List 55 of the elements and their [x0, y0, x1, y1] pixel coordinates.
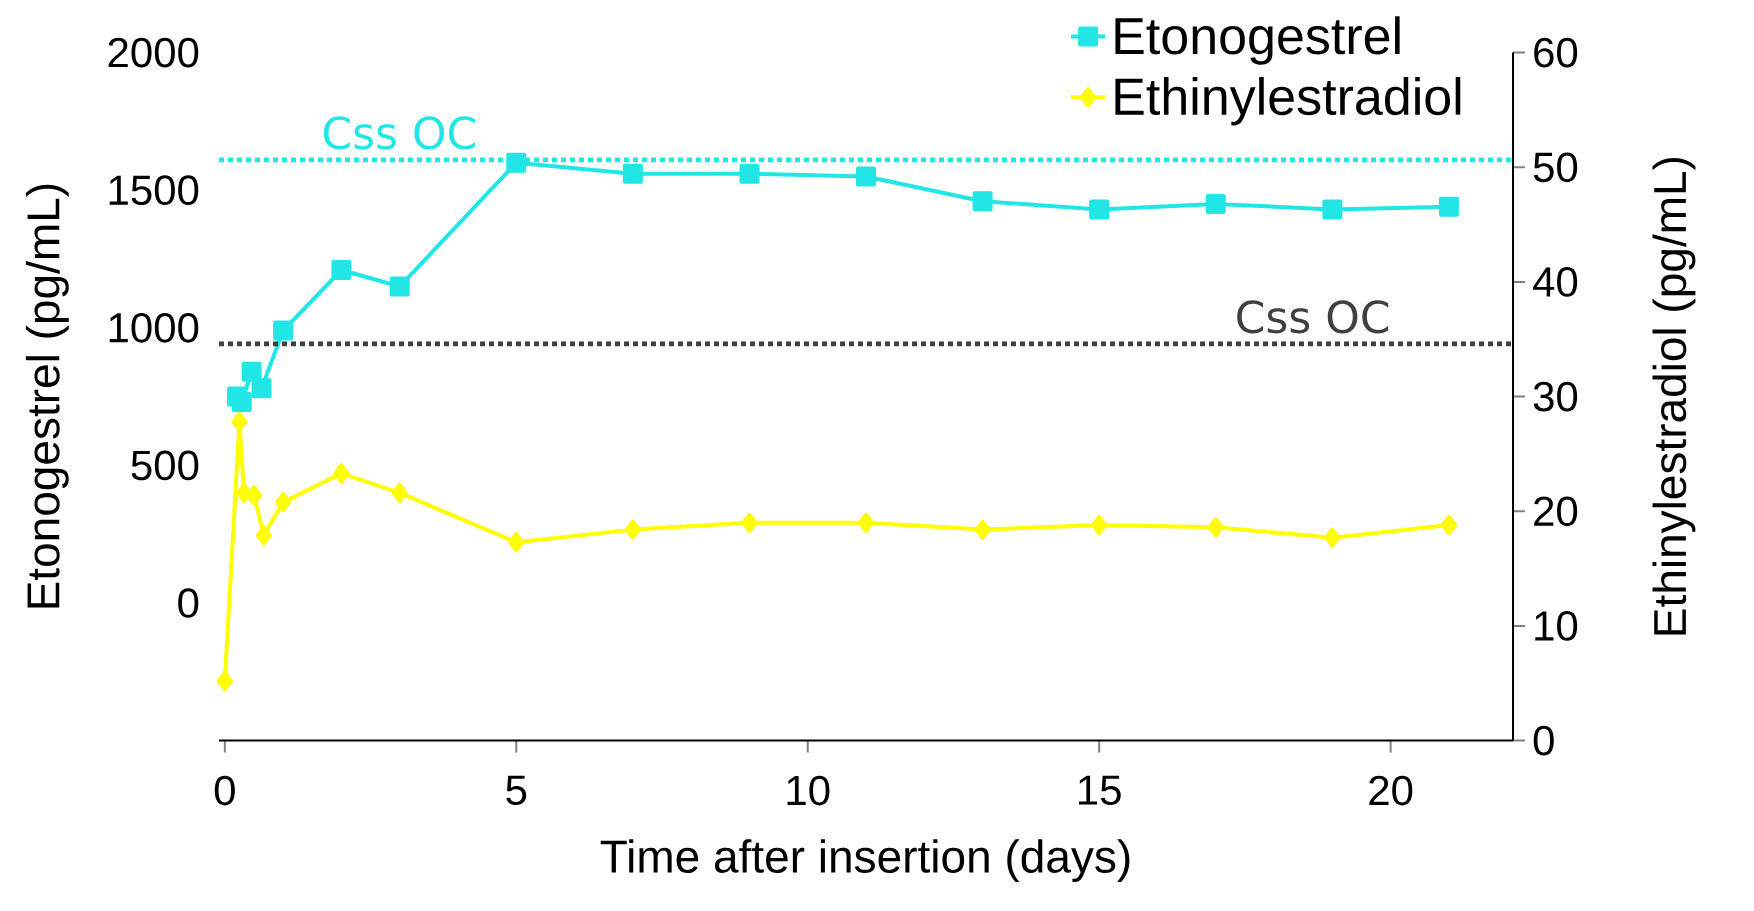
- y-tick-label: 500: [131, 450, 199, 481]
- y-tick-label: 2000: [108, 37, 199, 68]
- y-tick-label: 0: [178, 588, 199, 618]
- y2-tick-label: 40: [1533, 267, 1578, 297]
- point: [974, 519, 991, 540]
- point: [231, 392, 252, 413]
- point: [391, 482, 408, 503]
- point: [275, 492, 292, 513]
- point: [1089, 199, 1110, 220]
- x-tick-label: 15: [1079, 775, 1121, 805]
- point: [856, 166, 877, 187]
- y-tick-label: 1500: [109, 175, 199, 206]
- y2-tick-label: 0: [1533, 725, 1554, 756]
- ref-line-label: Css OC: [323, 116, 475, 150]
- y2-tick-label: 30: [1533, 381, 1578, 412]
- y2-tick-label: 60: [1534, 37, 1578, 68]
- point: [1438, 196, 1459, 217]
- legend-label: Etonogestrel: [1115, 16, 1400, 65]
- y2-axis-title: Ethinylestradiol (pg/mL): [1652, 157, 1696, 635]
- point: [741, 512, 758, 533]
- y-axis-title: Etonogestrel (pg/mL): [25, 184, 69, 608]
- point: [255, 525, 272, 546]
- point: [1440, 515, 1457, 536]
- point: [251, 378, 272, 399]
- point: [389, 276, 410, 297]
- point: [241, 361, 262, 382]
- point: [245, 485, 262, 506]
- point: [1324, 527, 1341, 548]
- x-tick-label: 0: [214, 775, 235, 806]
- point: [1091, 515, 1108, 536]
- point: [506, 152, 527, 173]
- point: [231, 411, 248, 432]
- point: [216, 670, 233, 691]
- x-axis-title: Time after insertion (days): [600, 839, 1130, 883]
- legend-label: Ethinylestradiol: [1115, 76, 1461, 126]
- ref-line-label: Css OC: [1237, 300, 1389, 334]
- point: [1207, 517, 1224, 538]
- y-tick-label: 1000: [109, 312, 199, 343]
- point: [624, 519, 641, 540]
- y2-tick-label: 20: [1534, 496, 1578, 527]
- x-tick-label: 5: [506, 775, 527, 805]
- point: [622, 163, 643, 184]
- x-tick-label: 10: [787, 775, 830, 806]
- point: [333, 463, 350, 484]
- y2-tick-label: 50: [1533, 152, 1578, 183]
- point: [273, 320, 294, 341]
- point: [331, 260, 352, 281]
- point: [858, 512, 875, 533]
- x-tick-label: 20: [1369, 775, 1413, 806]
- y2-tick-label: 10: [1535, 611, 1578, 641]
- point: [739, 163, 760, 184]
- point: [1322, 199, 1343, 220]
- point: [508, 532, 525, 553]
- point: [972, 191, 993, 212]
- point: [1205, 193, 1226, 214]
